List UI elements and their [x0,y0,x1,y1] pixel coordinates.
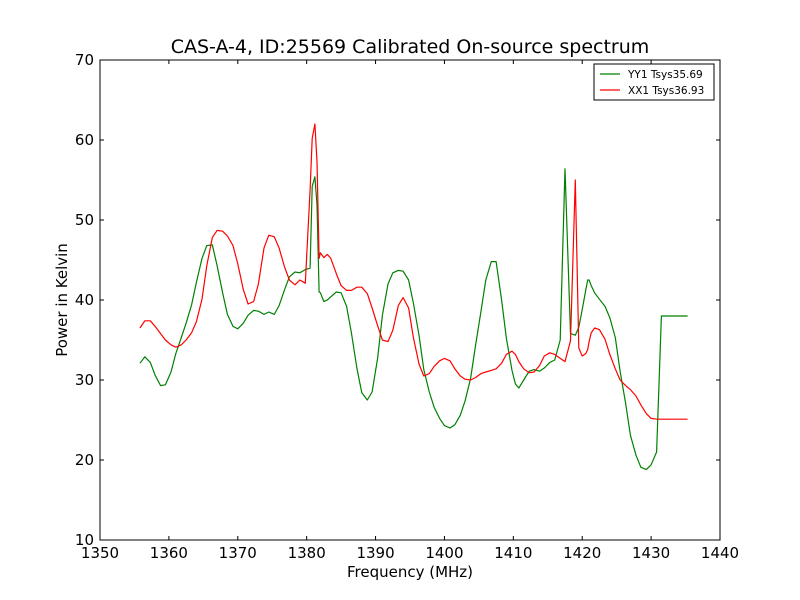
y-tick-label: 70 [75,51,94,69]
x-tick-label: 1390 [356,544,394,562]
y-tick-label: 60 [75,131,94,149]
x-tick-label: 1420 [563,544,601,562]
x-tick-label: 1440 [701,544,739,562]
legend-label: YY1 Tsys35.69 [627,69,703,81]
x-tick-label: 1400 [425,544,463,562]
x-tick-label: 1350 [81,544,119,562]
x-tick-label: 1360 [150,544,188,562]
plot-area [99,59,721,541]
series-line-1 [139,123,688,420]
x-tick-label: 1430 [632,544,670,562]
y-tick-label: 30 [75,371,94,389]
series-lines [139,123,688,471]
axis-ticks: 1350 1360 1370 1380 1390 1400 1410 1420 1430 1440… [75,51,739,562]
x-tick-label: 1410 [494,544,532,562]
legend-label: XX1 Tsys36.93 [628,85,704,97]
legend: YY1 Tsys35.69 XX1 Tsys36.93 [593,63,715,101]
x-tick-label: 1370 [219,544,257,562]
x-axis-label: Frequency (MHz) [347,563,473,581]
y-tick-label: 20 [75,451,94,469]
x-tick-label: 1380 [288,544,326,562]
y-tick-label: 10 [75,531,94,549]
legend-box [593,63,715,101]
y-tick-label: 40 [75,291,94,309]
chart-title: CAS-A-4, ID:25569 Calibrated On-source s… [171,36,650,58]
y-axis-label: Power in Kelvin [53,243,71,357]
y-tick-label: 50 [75,211,94,229]
series-line-0 [139,168,688,471]
